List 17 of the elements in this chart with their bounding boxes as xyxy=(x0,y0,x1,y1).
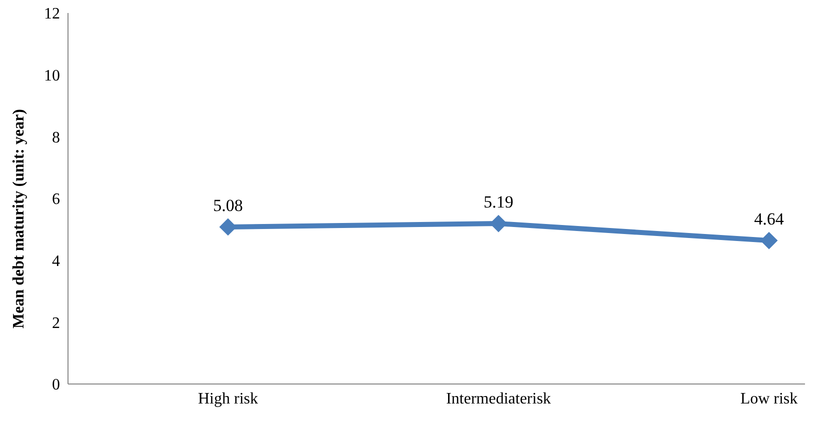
point xyxy=(220,218,236,236)
y-axis-title: Mean debt maturity (unit: year) xyxy=(10,108,28,328)
y-tick-label: 4 xyxy=(52,253,60,270)
data-label: 4.64 xyxy=(754,210,784,229)
y-tick-label: 0 xyxy=(52,376,60,394)
point xyxy=(490,215,507,232)
data-label: 5.08 xyxy=(213,196,243,215)
point xyxy=(760,232,778,250)
y-tick-label: 8 xyxy=(52,129,60,146)
x-tick-label: Intermediaterisk xyxy=(446,390,551,408)
x-tick-label: Low risk xyxy=(740,390,798,408)
y-tick-label: 10 xyxy=(44,68,60,85)
y-tick-label: 12 xyxy=(44,6,60,23)
y-tick-label: 2 xyxy=(52,314,60,332)
y-tick-label: 6 xyxy=(52,191,60,208)
x-tick-label: High risk xyxy=(198,390,258,408)
data-label: 5.19 xyxy=(484,192,514,212)
